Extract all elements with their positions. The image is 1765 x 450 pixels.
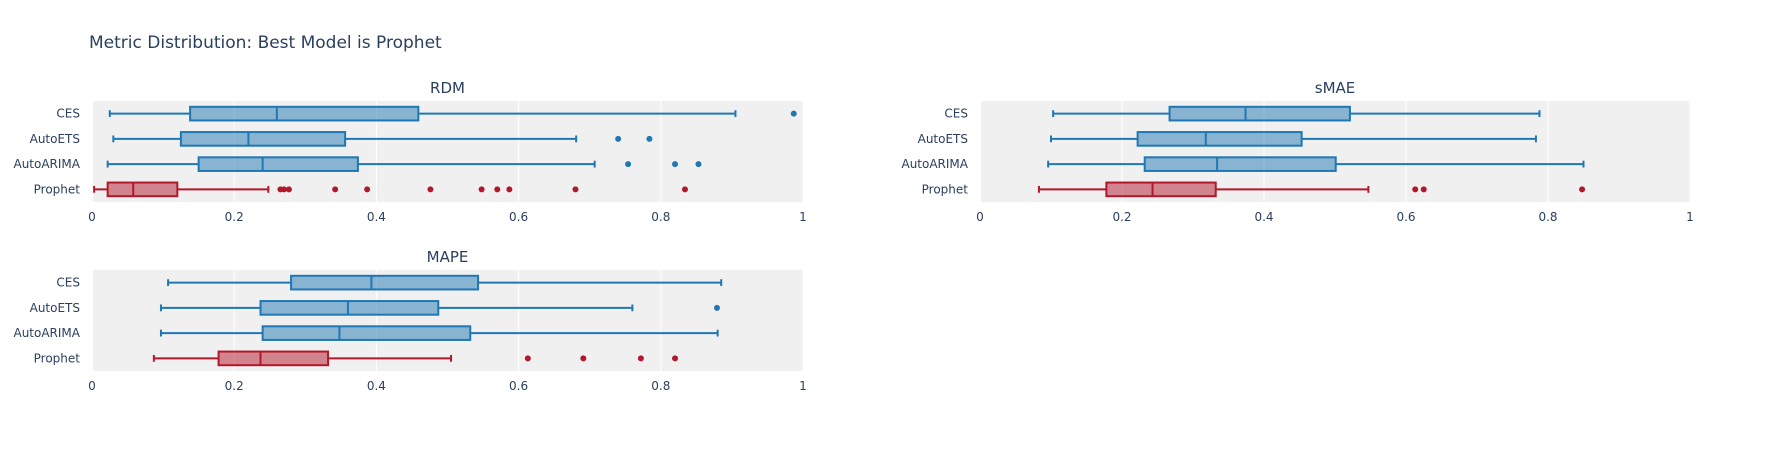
y-category-label: CES xyxy=(944,107,968,121)
subplot-title: RDM xyxy=(430,79,465,97)
x-tick-label: 1 xyxy=(799,210,807,224)
x-tick-label: 0.8 xyxy=(1538,210,1557,224)
y-category-label: AutoARIMA xyxy=(13,326,80,340)
outlier-point xyxy=(1579,186,1586,193)
y-category-label: Prophet xyxy=(34,182,81,196)
x-tick-label: 0 xyxy=(88,379,96,393)
box-autoets: AutoETS xyxy=(30,300,720,316)
x-tick-label: 0.6 xyxy=(509,210,528,224)
box-autoarima: AutoARIMA xyxy=(13,156,702,172)
iqr-box xyxy=(179,131,347,147)
subplot-smae: 0 0.2 0.4 0.6 0.8 1 sMAE CES AutoETS AutoARIMA Pro… xyxy=(901,79,1693,224)
x-tick-label: 0.6 xyxy=(509,379,528,393)
outlier-point xyxy=(637,355,644,362)
box-autoets: AutoETS xyxy=(918,131,1537,147)
subplot-title: sMAE xyxy=(1315,79,1356,97)
x-tick-label: 0 xyxy=(976,210,984,224)
outlier-point xyxy=(1412,186,1419,193)
y-category-label: Prophet xyxy=(922,182,969,196)
iqr-box xyxy=(1143,156,1337,172)
main-title: Metric Distribution: Best Model is Proph… xyxy=(89,33,442,53)
outlier-point xyxy=(494,186,501,193)
x-tick-label: 0.6 xyxy=(1396,210,1415,224)
outlier-point xyxy=(280,186,287,193)
x-tick-label: 0 xyxy=(88,210,96,224)
iqr-box xyxy=(1136,131,1303,147)
subplot-mape: 0 0.2 0.4 0.6 0.8 1 MAPE CES AutoETS AutoARIMA Pro… xyxy=(13,248,806,393)
subplot-rdm: 0 0.2 0.4 0.6 0.8 1 RDM CES AutoETS AutoARIMA Prop… xyxy=(13,79,806,224)
outlier-point xyxy=(615,135,622,142)
box-prophet: Prophet xyxy=(34,181,688,198)
outlier-point xyxy=(713,304,720,311)
outlier-point xyxy=(572,186,579,193)
y-category-label: AutoETS xyxy=(918,132,968,146)
outlier-point xyxy=(1420,186,1427,193)
y-category-label: AutoARIMA xyxy=(13,157,80,171)
x-tick-label: 0.8 xyxy=(651,210,670,224)
iqr-box xyxy=(217,350,330,367)
iqr-box xyxy=(290,274,480,291)
outlier-point xyxy=(524,355,531,362)
outlier-point xyxy=(478,186,485,193)
box-ces: CES xyxy=(56,105,797,122)
y-category-label: AutoARIMA xyxy=(901,157,968,171)
box-prophet: Prophet xyxy=(34,350,679,367)
box-ces: CES xyxy=(56,274,723,291)
outlier-point xyxy=(646,135,653,142)
y-category-label: CES xyxy=(56,276,80,290)
outlier-point xyxy=(672,355,679,362)
y-category-label: AutoETS xyxy=(30,301,80,315)
outlier-point xyxy=(427,186,434,193)
x-tick-label: 0.4 xyxy=(1254,210,1273,224)
box-ces: CES xyxy=(944,105,1541,122)
subplot-title: MAPE xyxy=(427,248,469,266)
iqr-box xyxy=(189,105,420,122)
box-autoarima: AutoARIMA xyxy=(901,156,1585,172)
x-tick-label: 1 xyxy=(799,379,807,393)
iqr-box xyxy=(106,181,179,198)
outlier-point xyxy=(285,186,292,193)
outlier-point xyxy=(506,186,513,193)
y-category-label: CES xyxy=(56,107,80,121)
outlier-point xyxy=(695,161,702,168)
x-tick-label: 0.4 xyxy=(367,379,386,393)
iqr-box xyxy=(1105,181,1217,198)
box-autoets: AutoETS xyxy=(30,131,653,147)
x-tick-label: 0.2 xyxy=(225,210,244,224)
x-tick-label: 0.4 xyxy=(367,210,386,224)
box-prophet: Prophet xyxy=(922,181,1586,198)
outlier-point xyxy=(364,186,371,193)
x-tick-label: 0.2 xyxy=(225,379,244,393)
box-autoarima: AutoARIMA xyxy=(13,325,719,341)
outlier-point xyxy=(681,186,688,193)
outlier-point xyxy=(332,186,339,193)
iqr-box xyxy=(1168,105,1351,122)
iqr-box xyxy=(261,325,472,341)
x-tick-label: 0.8 xyxy=(651,379,670,393)
outlier-point xyxy=(790,110,797,117)
outlier-point xyxy=(625,161,632,168)
outlier-point xyxy=(672,161,679,168)
x-tick-label: 1 xyxy=(1686,210,1694,224)
iqr-box xyxy=(197,156,359,172)
iqr-box xyxy=(259,300,440,316)
y-category-label: Prophet xyxy=(34,351,81,365)
outlier-point xyxy=(580,355,587,362)
y-category-label: AutoETS xyxy=(30,132,80,146)
x-tick-label: 0.2 xyxy=(1112,210,1131,224)
